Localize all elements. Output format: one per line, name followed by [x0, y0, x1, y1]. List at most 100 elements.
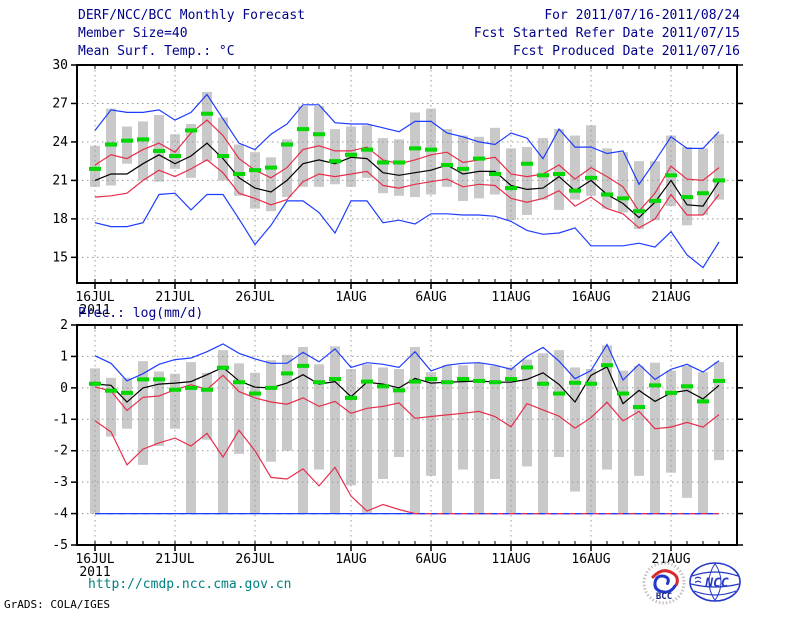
- daily-value-marker: [425, 377, 437, 382]
- daily-value-marker: [649, 383, 661, 388]
- daily-value-marker: [169, 154, 181, 159]
- x-tick-label: 21JUL: [155, 552, 194, 567]
- x-tick-label: 26JUL: [235, 552, 274, 567]
- chart1-gridlines: [77, 65, 737, 283]
- daily-value-marker: [105, 388, 117, 393]
- y-tick-label: 0: [60, 381, 68, 396]
- daily-value-marker: [89, 166, 101, 171]
- daily-value-marker: [681, 195, 693, 200]
- x-tick-year-label: 2011: [79, 565, 110, 580]
- x-tick-label: 1AUG: [335, 552, 366, 567]
- spread-bar: [298, 347, 308, 514]
- chart1-plot-frame: [76, 64, 738, 284]
- spread-bar: [298, 106, 308, 187]
- daily-value-marker: [153, 377, 165, 382]
- spread-bar: [570, 367, 580, 492]
- daily-value-marker: [521, 365, 533, 370]
- chart1-major-ticks: [71, 64, 743, 289]
- daily-value-marker: [137, 377, 149, 382]
- forecast-range-label: For 2011/07/16-2011/08/24: [544, 8, 740, 23]
- chart2-series-mean-plus-sd-line: [94, 374, 720, 430]
- spread-bar: [282, 354, 292, 451]
- spread-bar: [490, 127, 500, 195]
- daily-value-marker: [313, 380, 325, 385]
- daily-value-marker: [713, 178, 725, 183]
- spread-bar: [554, 350, 564, 457]
- x-tick-label: 26JUL: [235, 290, 274, 305]
- daily-value-marker: [233, 172, 245, 176]
- daily-value-marker: [505, 377, 517, 382]
- daily-value-marker: [217, 154, 229, 159]
- daily-value-marker: [585, 175, 597, 180]
- spread-bar: [218, 117, 228, 181]
- spread-bar: [138, 121, 148, 181]
- spread-bar: [186, 123, 196, 178]
- x-tick-label: 11AUG: [491, 290, 530, 305]
- daily-value-marker: [393, 160, 405, 165]
- spread-bar: [570, 135, 580, 200]
- bcc-logo: BCC: [642, 562, 686, 605]
- daily-value-marker: [633, 209, 645, 214]
- x-tick-label: 21AUG: [651, 290, 690, 305]
- daily-value-marker: [313, 132, 325, 137]
- spread-bar: [442, 365, 452, 514]
- daily-value-marker: [281, 142, 293, 147]
- y-tick-label: 27: [52, 96, 68, 111]
- y-tick-label: -3: [52, 475, 68, 490]
- spread-bar: [474, 363, 484, 514]
- daily-value-marker: [489, 380, 501, 385]
- x-tick-label: 16JUL: [75, 552, 114, 567]
- y-tick-label: 15: [52, 250, 68, 265]
- x-tick-year-label: 2011: [79, 303, 110, 318]
- daily-value-marker: [105, 142, 117, 147]
- chart2-major-ticks: [71, 324, 743, 551]
- y-tick-label: -4: [52, 507, 68, 522]
- daily-value-marker: [297, 127, 309, 132]
- spread-bar: [266, 157, 276, 212]
- daily-value-marker: [201, 387, 213, 392]
- daily-value-marker: [393, 388, 405, 393]
- daily-value-marker: [345, 395, 357, 400]
- daily-value-marker: [425, 147, 437, 152]
- spread-bar: [234, 144, 244, 196]
- y-tick-label: 30: [52, 58, 68, 73]
- spread-bar: [474, 136, 484, 199]
- x-tick-label: 16AUG: [571, 552, 610, 567]
- daily-value-marker: [377, 160, 389, 165]
- source-url: http://cmdp.ncc.cma.gov.cn: [88, 577, 292, 592]
- spread-bar: [682, 147, 692, 226]
- y-tick-label: -5: [52, 538, 68, 553]
- ncc-logo-meridian-lines: [708, 563, 722, 601]
- spread-bar: [202, 91, 212, 162]
- spread-bar: [618, 370, 628, 514]
- spread-bar: [634, 365, 644, 476]
- daily-value-marker: [569, 188, 581, 193]
- chart2-plot-frame: [76, 324, 738, 546]
- spread-bar: [346, 369, 356, 486]
- daily-value-marker: [89, 381, 101, 386]
- spread-bar: [634, 161, 644, 230]
- daily-value-marker: [409, 146, 421, 151]
- daily-value-marker: [713, 378, 725, 383]
- x-tick-label: 16AUG: [571, 290, 610, 305]
- spread-bar: [538, 353, 548, 514]
- daily-value-marker: [617, 196, 629, 201]
- spread-bar: [506, 148, 516, 221]
- chart2-day-minor-ticks: [94, 326, 720, 544]
- ncc-logo-text: NCC: [704, 576, 729, 591]
- daily-value-marker: [441, 163, 453, 168]
- chart2-ensemble-spread-bars: [90, 345, 724, 514]
- daily-value-marker: [473, 156, 485, 161]
- chart1-daily-value-markers: [89, 111, 725, 214]
- daily-value-marker: [121, 390, 133, 395]
- daily-value-marker: [633, 405, 645, 410]
- grads-credit: GrADS: COLA/IGES: [4, 598, 110, 611]
- daily-value-marker: [249, 391, 261, 396]
- spread-bar: [682, 365, 692, 498]
- daily-value-marker: [537, 173, 549, 178]
- spread-bar: [330, 129, 340, 185]
- spread-bar: [250, 372, 260, 514]
- x-tick-label: 6AUG: [415, 552, 446, 567]
